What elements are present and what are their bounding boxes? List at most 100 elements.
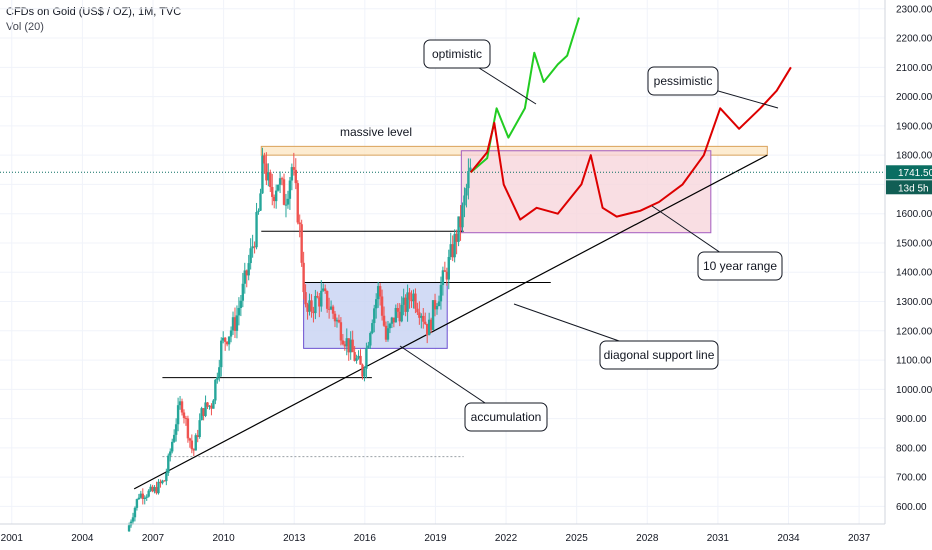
candle-body — [225, 341, 229, 345]
optimistic-callout-box — [423, 39, 491, 69]
candle-body — [274, 190, 278, 202]
candle-body — [304, 292, 307, 305]
candle-body — [392, 317, 396, 323]
candle-body — [349, 339, 352, 353]
candle-body — [310, 300, 313, 312]
time-tick-label: 2001 — [1, 533, 24, 544]
candles — [127, 147, 472, 532]
candle-body — [445, 271, 449, 280]
candle-body — [469, 167, 472, 172]
time-tick-label: 2025 — [566, 533, 589, 544]
diagonal-support-callout-label: diagonal support line — [604, 348, 715, 362]
candle-body — [359, 355, 362, 365]
last-price-tag — [886, 165, 932, 180]
candle-body — [300, 224, 303, 263]
price-tick-label: 600.00 — [896, 502, 927, 513]
candle-body — [133, 507, 137, 518]
time-tick-label: 2034 — [777, 533, 800, 544]
optimistic-callout-label: optimistic — [432, 47, 482, 61]
pessimistic-projection-line — [469, 66, 792, 221]
candle-body — [286, 198, 290, 205]
candle-body — [255, 211, 258, 248]
countdown-tag — [886, 180, 932, 195]
candle-body — [282, 179, 286, 205]
candle-body — [424, 321, 427, 324]
candle-body — [208, 405, 211, 407]
candle-body — [327, 308, 331, 310]
candle-body — [222, 337, 225, 341]
candle-body — [143, 497, 146, 499]
time-tick-label: 2016 — [354, 533, 377, 544]
candle-body — [200, 408, 203, 421]
candle-body — [388, 323, 392, 329]
candle-body — [216, 377, 219, 380]
diagonal-support-line — [133, 154, 768, 490]
candle-body — [402, 297, 405, 305]
candle-body — [394, 308, 398, 323]
candle-body — [161, 480, 164, 484]
candle-body — [271, 187, 274, 197]
countdown-value: 13d 5h — [898, 183, 929, 194]
candle-body — [139, 493, 143, 498]
time-tick-label: 2010 — [212, 533, 235, 544]
price-tick-label: 2100.00 — [896, 63, 932, 74]
candle-body — [380, 296, 384, 316]
time-tick-label: 2031 — [707, 533, 730, 544]
price-tick-label: 1900.00 — [896, 121, 932, 132]
candle-body — [449, 244, 452, 257]
candle-body — [276, 184, 280, 191]
candle-body — [427, 319, 431, 336]
price-tick-label: 900.00 — [896, 414, 927, 425]
candle-body — [235, 315, 239, 331]
candle-body — [463, 195, 466, 206]
candle-body — [412, 293, 415, 302]
candle-body — [229, 330, 233, 337]
candle-body — [198, 420, 201, 437]
candle-body — [343, 344, 347, 347]
accumulation-callout-box — [464, 402, 548, 432]
candle-body — [347, 338, 350, 353]
candle-body — [414, 293, 417, 309]
candle-body — [239, 300, 243, 309]
time-tick-label: 2022 — [495, 533, 518, 544]
candle-body — [437, 301, 441, 307]
candle-body — [369, 333, 372, 346]
candle-body — [416, 308, 419, 313]
volume-indicator-label[interactable]: Vol (20) — [6, 21, 44, 33]
candle-body — [182, 412, 186, 418]
price-tick-label: 700.00 — [896, 473, 927, 484]
candle-body — [190, 440, 194, 450]
candle-body — [153, 487, 156, 492]
candle-body — [290, 167, 294, 181]
candle-body — [335, 319, 339, 322]
candle-body — [435, 306, 439, 310]
candle-body — [251, 246, 254, 249]
candle-body — [220, 340, 223, 368]
candle-body — [455, 233, 458, 242]
candle-body — [422, 315, 425, 322]
candle-body — [194, 435, 197, 451]
candle-body — [420, 315, 423, 318]
candle-body — [398, 311, 401, 322]
price-tick-label: 1500.00 — [896, 238, 932, 249]
candle-body — [259, 193, 262, 211]
time-tick-label: 2028 — [636, 533, 659, 544]
time-tick-label: 2037 — [848, 533, 871, 544]
candle-body — [186, 418, 190, 439]
candle-body — [467, 171, 470, 189]
candle-body — [163, 480, 166, 482]
candle-body — [406, 292, 409, 312]
price-tick-label: 1200.00 — [896, 326, 932, 337]
pessimistic-callout-box — [647, 66, 719, 96]
candle-body — [396, 308, 399, 312]
candle-body — [386, 328, 390, 340]
candle-body — [382, 315, 386, 326]
candle-body — [172, 434, 176, 442]
candle-body — [357, 355, 360, 359]
candle-body — [231, 317, 235, 331]
candle-body — [308, 300, 311, 312]
diagonal-support-callout-box — [599, 340, 719, 370]
candle-body — [451, 244, 454, 258]
